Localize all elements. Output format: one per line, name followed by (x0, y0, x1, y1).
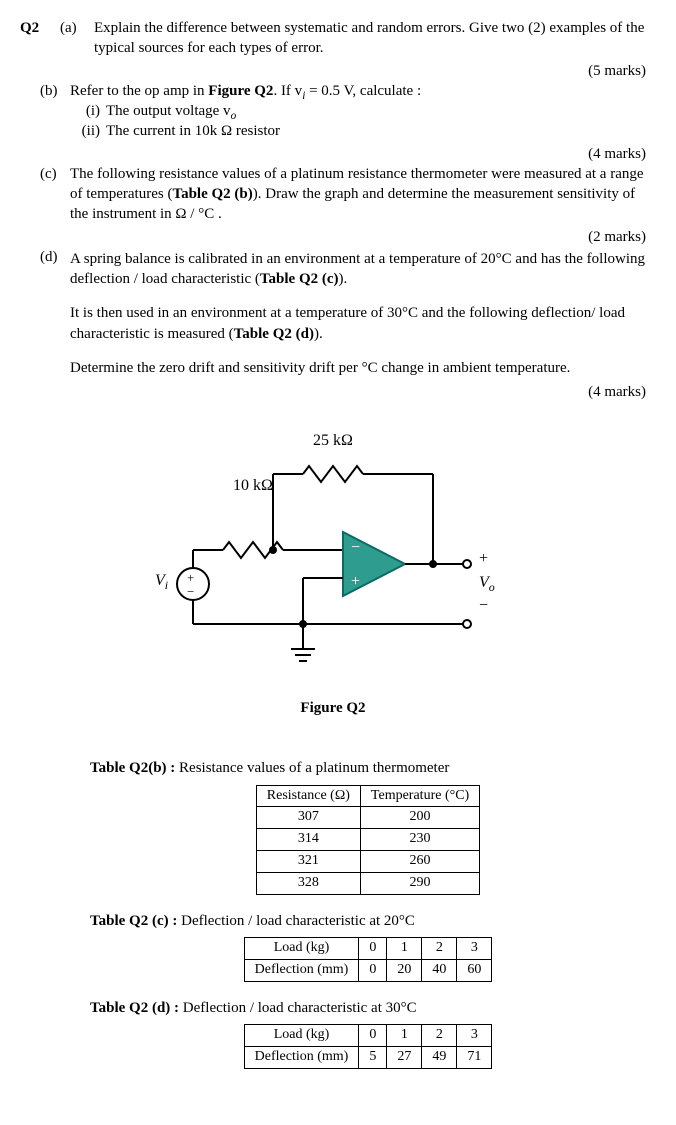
svg-text:−: − (187, 584, 194, 599)
part-d-content: A spring balance is calibrated in an env… (70, 247, 646, 380)
part-b-intro: Refer to the op amp in Figure Q2. If vi … (70, 83, 421, 99)
vo-label: Vo (479, 572, 495, 594)
circuit-svg: − + + − (153, 454, 513, 674)
figure-q2: 25 kΩ − + (20, 430, 646, 680)
part-b-label: (b) (40, 81, 70, 142)
table-b-caption: Table Q2(b) : Resistance values of a pla… (90, 758, 646, 778)
part-c-row: (c) The following resistance values of a… (20, 164, 646, 225)
part-b-content: Refer to the op amp in Figure Q2. If vi … (70, 81, 646, 142)
table-d: Load (kg) 0 1 2 3 Deflection (mm) 5 27 4… (244, 1024, 493, 1069)
part-a-row: Q2 (a) Explain the difference between sy… (20, 18, 646, 59)
part-b-row: (b) Refer to the op amp in Figure Q2. If… (20, 81, 646, 142)
part-b-item-2: (ii) The current in 10k Ω resistor (70, 121, 646, 141)
figure-caption: Figure Q2 (20, 698, 646, 718)
part-a-label: (a) (60, 18, 94, 59)
r-input-label: 10 kΩ (233, 475, 273, 497)
r-feedback-label: 25 kΩ (153, 430, 513, 452)
svg-text:−: − (351, 539, 360, 556)
out-plus: + (479, 548, 488, 570)
table-d-caption: Table Q2 (d) : Deflection / load charact… (90, 998, 646, 1018)
table-c-caption: Table Q2 (c) : Deflection / load charact… (90, 911, 646, 931)
part-a-text: Explain the difference between systemati… (94, 20, 644, 56)
part-b-marks: (4 marks) (20, 144, 646, 164)
table-b: Resistance (Ω) Temperature (°C) 307200 3… (256, 785, 480, 895)
part-d-marks: (4 marks) (20, 382, 646, 402)
part-c-label: (c) (40, 164, 70, 225)
table-c: Load (kg) 0 1 2 3 Deflection (mm) 0 20 4… (244, 937, 493, 982)
part-b-item-1: (i) The output voltage vo (70, 101, 646, 121)
out-minus: − (479, 595, 488, 617)
part-c-content: The following resistance values of a pla… (70, 164, 646, 225)
svg-text:+: + (187, 570, 194, 585)
question-number: Q2 (20, 18, 60, 59)
part-d-label: (d) (40, 247, 70, 380)
tables-block: Table Q2(b) : Resistance values of a pla… (90, 758, 646, 1069)
part-d-row: (d) A spring balance is calibrated in an… (20, 247, 646, 380)
part-a-marks: (5 marks) (20, 61, 646, 81)
vi-label: Vi (155, 570, 168, 592)
part-a-content: Explain the difference between systemati… (94, 18, 646, 59)
part-c-marks: (2 marks) (20, 227, 646, 247)
svg-text:+: + (351, 573, 360, 590)
